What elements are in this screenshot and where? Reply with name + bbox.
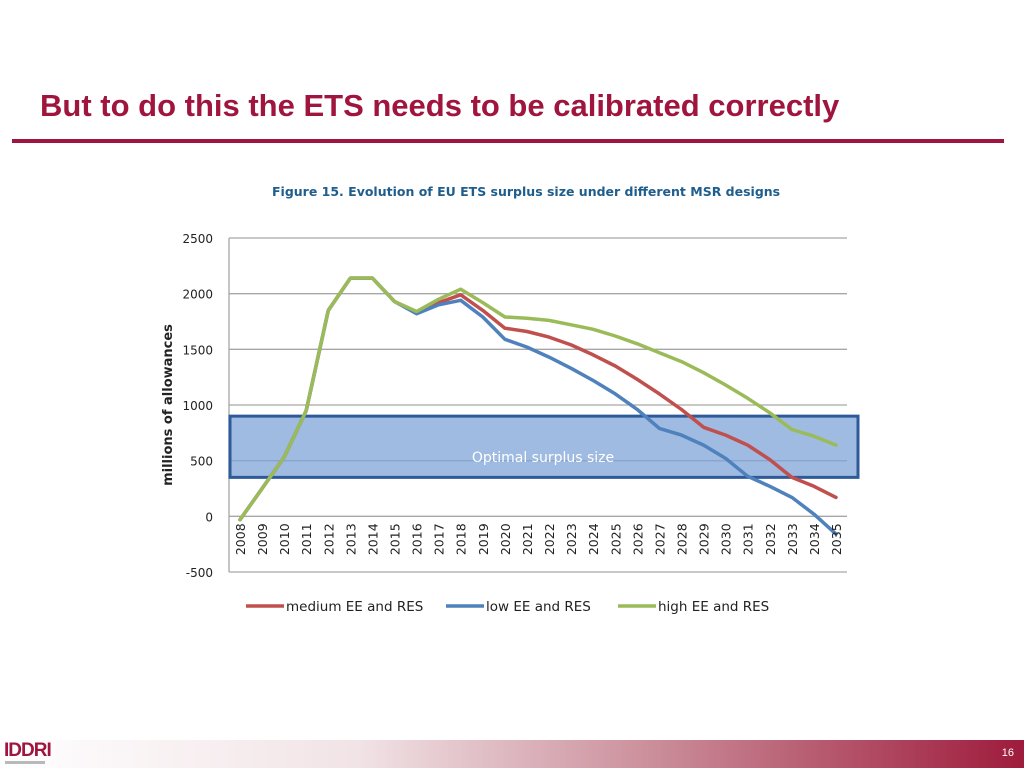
slide-title: But to do this the ETS needs to be calib… xyxy=(40,88,840,123)
x-tick-label: 2026 xyxy=(630,523,645,555)
y-tick-label: 2000 xyxy=(182,288,213,302)
y-axis-label: millions of allowances xyxy=(161,324,176,486)
x-tick-label: 2012 xyxy=(321,523,336,555)
optimal-surplus-band xyxy=(228,414,860,479)
y-tick-label: 2500 xyxy=(182,232,213,246)
x-tick-label: 2020 xyxy=(498,523,513,555)
chart-title: Figure 15. Evolution of EU ETS surplus s… xyxy=(272,184,781,199)
x-tick-label: 2033 xyxy=(785,523,800,555)
x-tick-label: 2008 xyxy=(233,523,248,555)
legend-label: high EE and RES xyxy=(658,599,769,615)
legend: medium EE and RES low EE and RES high EE a… xyxy=(246,599,769,615)
x-tick-labels: 2008 2009 2010 2011 2012 2013 2014 2015 2016 2017… xyxy=(233,523,844,555)
legend-label: low EE and RES xyxy=(486,599,591,615)
page-number: 16 xyxy=(1001,747,1014,759)
y-tick-label: -500 xyxy=(186,566,213,580)
title-divider xyxy=(12,139,1004,143)
x-tick-label: 2022 xyxy=(542,523,557,555)
x-tick-label: 2017 xyxy=(432,523,447,555)
grid-lines xyxy=(228,237,847,573)
x-tick-label: 2013 xyxy=(343,523,358,555)
x-tick-label: 2030 xyxy=(719,523,734,555)
legend-label: medium EE and RES xyxy=(286,599,423,615)
x-tick-label: 2032 xyxy=(763,523,778,555)
x-tick-label: 2010 xyxy=(277,523,292,555)
x-tick-label: 2028 xyxy=(674,523,689,555)
y-tick-labels: -500 0 500 1000 1500 2000 2500 xyxy=(182,232,213,580)
x-tick-label: 2016 xyxy=(410,523,425,555)
series-layer xyxy=(238,276,838,536)
series-line-3 xyxy=(238,276,838,522)
iddri-logo: IDDRI xyxy=(4,740,52,761)
x-tick-label: 2031 xyxy=(741,523,756,555)
surplus-line-chart: Optimal surplus size -500 0 500 1000 1500 200… xyxy=(161,232,860,615)
optimal-surplus-label: Optimal surplus size xyxy=(472,450,614,466)
series-line-2 xyxy=(238,276,838,536)
x-tick-label: 2024 xyxy=(586,523,601,555)
x-tick-label: 2011 xyxy=(299,523,314,555)
footer-band xyxy=(0,740,1024,768)
logo-subtitle-bar xyxy=(5,761,45,764)
x-tick-label: 2027 xyxy=(652,523,667,555)
x-tick-label: 2021 xyxy=(520,523,535,555)
x-tick-label: 2014 xyxy=(365,523,380,555)
x-tick-label: 2019 xyxy=(476,523,491,555)
x-tick-label: 2009 xyxy=(255,523,270,555)
y-tick-label: 1500 xyxy=(182,343,213,357)
x-tick-label: 2035 xyxy=(829,523,844,555)
y-tick-label: 500 xyxy=(190,455,213,469)
x-tick-label: 2029 xyxy=(697,523,712,555)
x-tick-label: 2018 xyxy=(454,523,469,555)
optimal-band-layer: Optimal surplus size xyxy=(228,414,860,479)
y-tick-label: 1000 xyxy=(182,399,213,413)
x-tick-label: 2034 xyxy=(807,523,822,555)
x-tick-label: 2023 xyxy=(564,523,579,555)
y-tick-label: 0 xyxy=(205,510,213,524)
x-tick-label: 2025 xyxy=(608,523,623,555)
x-tick-label: 2015 xyxy=(388,523,403,555)
